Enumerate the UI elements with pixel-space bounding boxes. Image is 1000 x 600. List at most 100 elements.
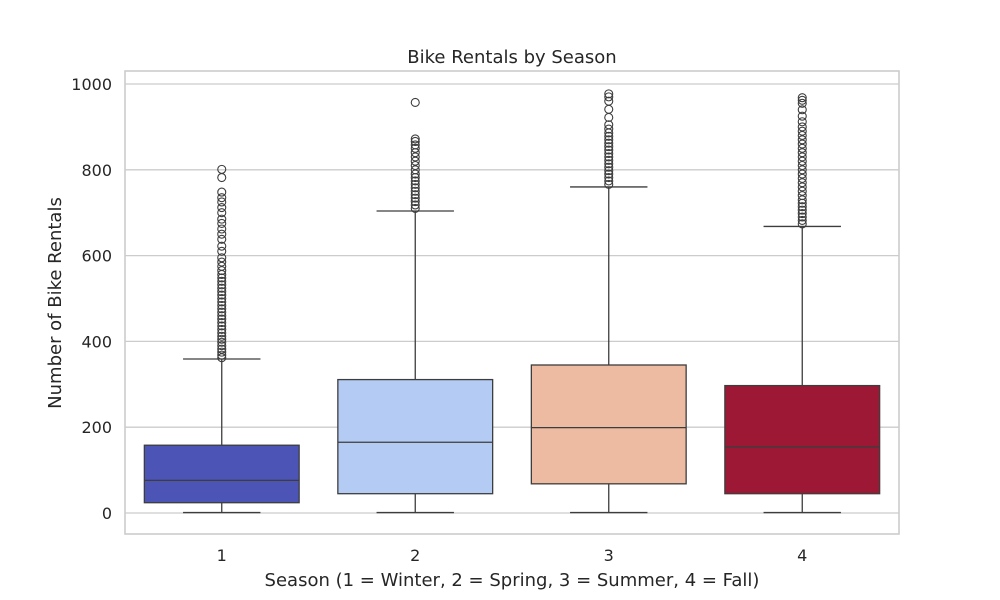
outlier-point: [604, 152, 614, 162]
outlier-point: [604, 96, 614, 106]
outlier-point: [604, 145, 614, 155]
outlier-point: [604, 172, 614, 183]
outlier-point: [217, 253, 227, 263]
outlier-point: [217, 321, 227, 331]
x-tick-label: 3: [604, 546, 614, 565]
outlier-point: [410, 186, 420, 196]
y-tick-label: 1000: [71, 75, 112, 94]
outlier-point: [797, 105, 807, 115]
iqr-box: [143, 444, 300, 504]
outlier-point: [604, 142, 614, 152]
outlier-point: [217, 300, 227, 310]
outlier-point: [217, 203, 227, 213]
outlier-point: [217, 208, 227, 218]
chart-title: Bike Rentals by Season: [407, 47, 616, 68]
outlier-point: [217, 290, 227, 300]
outlier-point: [217, 261, 227, 271]
y-tick-label: 400: [81, 332, 112, 351]
outlier-point: [410, 140, 420, 150]
outlier-point: [797, 165, 807, 175]
outlier-point: [217, 214, 227, 224]
outlier-point: [797, 122, 807, 132]
x-tick-label: 4: [797, 546, 807, 565]
y-tick-label: 0: [102, 504, 112, 523]
iqr-box: [530, 364, 687, 485]
outlier-point: [410, 152, 420, 162]
box-group-season-3: [530, 89, 687, 514]
outlier-point: [604, 169, 614, 179]
outlier-point: [410, 193, 420, 203]
outlier-point: [410, 200, 420, 210]
outlier-point: [410, 179, 420, 189]
outlier-point: [797, 139, 807, 149]
outlier-point: [604, 162, 614, 172]
outlier-point: [217, 304, 227, 314]
outlier-point: [217, 164, 227, 174]
outlier-point: [217, 331, 227, 341]
y-tick-label: 200: [81, 418, 112, 437]
outlier-point: [604, 138, 614, 148]
outlier-point: [797, 212, 807, 222]
outlier-point: [217, 257, 227, 267]
outlier-point: [604, 124, 614, 134]
outlier-point: [604, 179, 614, 189]
outlier-point: [604, 166, 614, 176]
outlier-point: [797, 95, 807, 105]
outlier-point: [217, 334, 227, 344]
outlier-point: [217, 317, 227, 328]
outlier-point: [797, 117, 807, 127]
outlier-point: [797, 93, 807, 103]
box-group-season-4: [724, 93, 881, 514]
outlier-point: [604, 176, 614, 186]
outlier-point: [410, 190, 420, 200]
y-tick-labels: 0 200 400 600 800 1000: [71, 75, 112, 523]
outlier-point: [604, 104, 614, 114]
outlier-point: [410, 196, 420, 207]
outlier-point: [410, 160, 420, 171]
outlier-point: [410, 134, 420, 144]
outlier-point: [410, 97, 420, 107]
outlier-point: [217, 229, 227, 239]
y-tick-label: 600: [81, 247, 112, 266]
outlier-point: [217, 224, 227, 234]
outlier-point: [410, 143, 420, 153]
outlier-point: [797, 182, 807, 192]
outlier-point: [797, 169, 807, 179]
outlier-point: [217, 280, 227, 290]
outlier-point: [217, 197, 227, 207]
x-axis-label: Season (1 = Winter, 2 = Spring, 3 = Summ…: [265, 570, 760, 591]
outlier-point: [217, 311, 227, 321]
outlier-point: [797, 202, 807, 212]
outlier-point: [217, 246, 227, 256]
x-tick-label: 1: [217, 546, 227, 565]
outlier-point: [797, 156, 807, 166]
outlier-point: [217, 172, 227, 183]
outlier-point: [217, 344, 227, 354]
outlier-point: [797, 160, 807, 171]
box-group-season-1: [143, 164, 300, 514]
outlier-point: [604, 89, 614, 99]
outlier-point: [797, 143, 807, 153]
outlier-point: [217, 273, 227, 283]
outlier-point: [410, 156, 420, 166]
x-tick-labels: 1 2 3 4: [217, 546, 808, 565]
outlier-point: [217, 276, 227, 286]
outlier-point: [217, 350, 227, 360]
outlier-point: [217, 337, 227, 347]
outlier-point: [797, 215, 807, 225]
outlier-point: [797, 178, 807, 188]
outlier-point: [797, 111, 807, 121]
outlier-point: [410, 165, 420, 175]
outlier-point: [797, 135, 807, 145]
outlier-point: [797, 209, 807, 219]
outlier-point: [604, 155, 614, 165]
outlier-point: [217, 324, 227, 334]
outlier-point: [604, 120, 614, 130]
y-axis-label: Number of Bike Rentals: [45, 197, 66, 409]
outlier-point: [797, 126, 807, 136]
outlier-point: [797, 190, 807, 201]
y-tick-label: 800: [81, 161, 112, 180]
outlier-point: [217, 307, 227, 317]
outlier-point: [217, 187, 227, 197]
outlier-point: [797, 195, 807, 205]
